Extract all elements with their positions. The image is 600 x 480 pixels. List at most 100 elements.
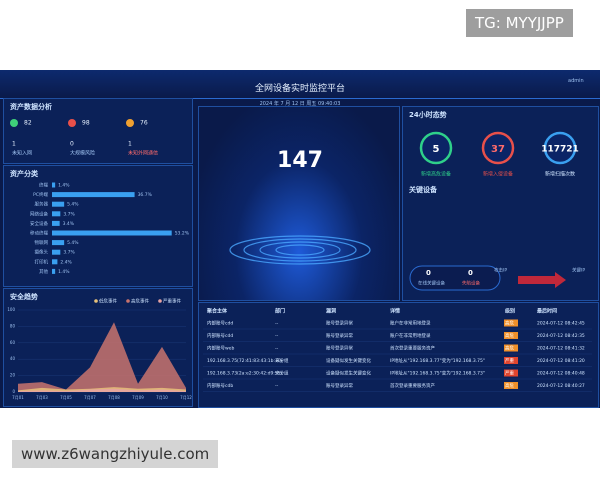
table-cell: 192.168.3.75(72:41:83:43:1b:10) [207,358,283,364]
situation-label: 新增高危设备 [421,171,451,178]
bar-value-label: 1.4% [58,269,70,275]
stat-label: 未知入网 [12,150,32,157]
watermark: TG: MYYJJPP [466,9,573,37]
datetime: 2024 年 7 月 12 日 周五 09:40:03 [259,101,341,107]
bar-value-label: 3.7% [63,211,75,217]
table-cell: 内部账号web [207,345,234,352]
table-cell: 账号登录异常 [326,332,353,339]
table-cell: 首次登录重要服务资产 [390,345,435,352]
bar-label: 其他 [39,268,48,275]
table-header: 部门 [275,308,285,315]
panel: 资产分类 [3,165,193,287]
table-cell: 内部账号cdd [207,320,233,327]
situation-ring [543,131,577,165]
table-cell: 内部账号cdd [207,332,233,339]
bar [52,240,65,246]
user[interactable]: admin [568,78,584,84]
table-cell: 设备疑似发生关键变化 [326,357,371,364]
bar-label: 服务器 [35,201,49,208]
panel: 资产数据分析 [3,98,193,164]
bar-value-label: 36.7% [138,192,153,198]
table-header: 漏洞 [326,308,336,315]
table-cell: IP地址从"192.168.3.75"变为"192.168.3.73" [390,370,485,377]
kd-label: 关键IP [572,267,585,274]
bar [52,230,172,236]
table-cell: 未分组 [275,357,289,364]
bar-value-label: 5.4% [67,202,79,208]
bar-label: 物联网 [35,239,49,246]
table-cell: 2024-07-12 08:42:35 [537,333,585,339]
area [18,322,186,392]
table-cell: IP地址从"192.168.3.77"变为"192.168.3.75" [390,357,485,364]
x-tick-label: 7月05 [60,395,72,400]
ripple [229,235,371,265]
table-cell: 设备疑似发生关键变化 [326,370,371,377]
table-cell: -- [275,322,279,327]
kd-label: 攻击IP [494,267,507,274]
situation-label: 新增入侵设备 [483,171,513,178]
table-cell: 账号登录异常 [326,382,353,389]
situation-value: 117721 [541,145,579,155]
table-cell: 账户在非常用地登录 [390,320,431,327]
table-cell: 未分组 [275,370,289,377]
table-header: 级别 [504,308,515,315]
x-tick-label: 7月08 [108,395,120,400]
y-tick-label: 20 [10,373,16,378]
bar [52,201,65,207]
indicator-value: 82 [24,120,32,127]
legend-swatch [158,299,162,303]
title: 全网设备实时监控平台 [254,84,346,94]
stat-label: 未知外网通信 [128,150,158,157]
bar-value-label: 3.4% [63,221,75,227]
table-cell: 2024-07-12 08:42:45 [537,321,585,327]
bar-value-label: 53.2% [175,231,190,237]
panel-title: 资产分类 [10,170,38,178]
severity-badge [504,382,518,389]
situation-ring [481,131,515,165]
bar-label: 安全设备 [30,220,48,227]
y-tick-label: 0 [12,389,15,394]
area [18,388,186,392]
bar-label: 移动终端 [30,230,48,237]
bar-label: 打印机 [35,258,49,265]
table-cell: 2024-07-12 08:41:20 [537,358,585,364]
legend-swatch [94,299,98,303]
table-cell: -- [275,384,279,389]
x-tick-label: 7月01 [12,395,24,400]
table-cell: 首次登录重要服务资产 [390,382,435,389]
bar-value-label: 1.4% [58,183,70,189]
table-cell: 内部账号cdb [207,382,233,389]
panel-title: 资产数据分析 [10,103,52,111]
table-cell: 高危 [505,320,514,327]
bar-value-label: 3.7% [63,250,75,256]
legend-label: 高危事件 [131,298,149,305]
table-cell: 2024-07-12 08:40:27 [537,383,585,389]
table-cell: 高危 [505,382,514,389]
kd-label: 失陷设备 [462,280,480,287]
bar-label: 终端 [39,182,48,189]
x-tick-label: 7月03 [36,395,48,400]
y-tick-label: 40 [10,356,16,361]
legend-swatch [126,299,130,303]
panel-title: 关键设备 [409,186,437,194]
table-cell: 高危 [505,345,514,352]
watermark: www.z6wangzhiyule.com [12,440,219,468]
dashboard: 全网设备实时监控平台 2024 年 7 月 12 日 周五 09:40:03 a… [0,70,600,408]
bar [52,268,56,274]
table-panel [198,302,599,408]
stat-label: 大规模风险 [70,150,95,157]
bar [52,192,135,198]
table-cell: 2024-07-12 08:41:32 [537,346,585,352]
ripple [259,241,341,259]
legend-label: 严重事件 [163,298,181,305]
indicator-value: 76 [140,120,148,127]
key-device-box [409,265,501,291]
bar [52,211,61,217]
bar-value-label: 2.4% [60,259,72,265]
bar-label: 网络设备 [30,210,48,217]
bar [52,249,61,255]
table-cell: 2024-07-12 08:40:48 [537,371,585,377]
table-cell: 账户在非常用地登录 [390,332,431,339]
x-tick-label: 7月09 [132,395,144,400]
